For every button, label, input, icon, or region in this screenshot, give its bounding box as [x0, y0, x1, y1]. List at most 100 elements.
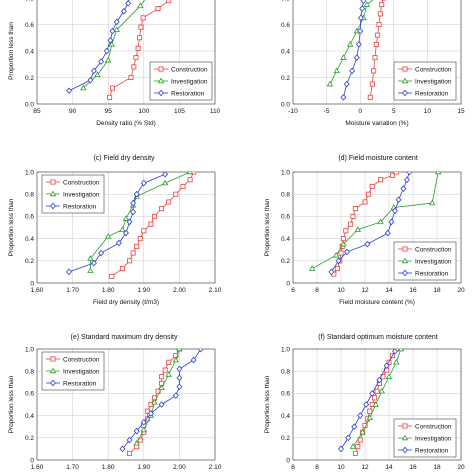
data-point-investigation [435, 172, 442, 175]
chart-panel-5: 1.60 1.70 1.80 1.90 2.00 2.10 0 0.2 0.4 0.6 0.8 1.0… [8, 334, 222, 471]
data-point-construction [119, 266, 125, 272]
y-tick-label: 0.0 [25, 101, 34, 108]
data-point-restoration [349, 67, 356, 75]
data-point-restoration [338, 445, 344, 453]
series-line-investigation [90, 172, 191, 271]
y-tick-label: 0.4 [281, 48, 290, 55]
data-point-construction [390, 172, 396, 178]
data-point-investigation [397, 349, 405, 352]
y-tick-label: 0.6 [281, 22, 290, 29]
data-point-restoration [133, 190, 140, 198]
panel-title: (e) Standard maximum dry density [71, 334, 178, 341]
y-tick-label: 0.4 [25, 48, 34, 55]
data-point-construction [166, 199, 172, 205]
data-point-construction [348, 221, 354, 227]
x-tick-label: 14 [385, 464, 393, 471]
data-point-restoration [384, 229, 391, 237]
x-tick-label: 8 [315, 287, 319, 294]
data-point-restoration [119, 445, 126, 453]
series-layer [309, 172, 442, 277]
x-tick-label: 6 [291, 287, 295, 294]
data-point-construction [377, 11, 383, 17]
legend-marker [402, 446, 408, 454]
x-tick-label: 1.90 [137, 287, 150, 294]
data-point-construction [343, 228, 349, 234]
data-point-investigation [393, 358, 400, 365]
x-tick-label: -5 [324, 108, 330, 115]
data-point-restoration [98, 58, 105, 65]
x-axis-label: Density ratio (% Std) [96, 120, 156, 127]
series-line-restoration [68, 0, 130, 92]
data-point-restoration [328, 268, 335, 276]
data-point-construction [141, 228, 147, 234]
data-point-restoration [376, 376, 383, 384]
y-tick-label: 0.2 [25, 258, 34, 265]
legend-label: Construction [63, 179, 100, 186]
data-point-restoration [364, 240, 371, 248]
x-axis-label: Field dry density (t/m3) [93, 299, 159, 306]
data-point-restoration [404, 176, 410, 184]
data-point-restoration [133, 427, 140, 435]
x-tick-label: 2.00 [173, 287, 186, 294]
data-point-investigation [377, 218, 384, 225]
data-point-restoration [158, 401, 165, 408]
data-point-construction [138, 24, 144, 30]
data-point-construction [379, 2, 385, 8]
x-tick-label: 10 [337, 287, 345, 294]
x-tick-label: 0 [358, 108, 362, 115]
legend-marker [50, 379, 56, 387]
data-point-restoration [406, 172, 413, 176]
data-point-investigation [326, 80, 334, 87]
legend-marker [401, 77, 409, 84]
series-layer [119, 349, 204, 456]
series-line-restoration [343, 0, 365, 98]
legend-marker [402, 89, 408, 97]
x-tick-label: 15 [457, 108, 465, 115]
legend-label: Construction [415, 246, 452, 253]
data-point-restoration [388, 218, 395, 226]
plot-frame [36, 348, 216, 461]
data-point-construction [180, 183, 186, 189]
data-point-restoration [109, 27, 116, 35]
data-point-restoration [355, 41, 362, 48]
data-point-restoration [107, 37, 114, 44]
x-tick-label: 105 [174, 108, 185, 115]
legend-label: Construction [171, 66, 208, 73]
panel-title: (f) Standard optimum moisture content [318, 334, 437, 341]
data-point-restoration [113, 18, 120, 26]
chart-panel-3: 1.60 1.70 1.80 1.90 2.00 2.10 0 0.2 0.4 0.6 0.8 1.0… [8, 155, 222, 306]
legend: Construction Investigation Restoration [393, 418, 457, 458]
legend-marker [402, 269, 408, 277]
series-line-construction [333, 172, 397, 275]
x-axis-label: Field moisture content (%) [339, 299, 415, 306]
data-point-investigation [186, 172, 194, 175]
data-point-restoration [130, 208, 137, 216]
data-point-construction [159, 206, 165, 212]
legend-marker [402, 246, 408, 252]
data-point-construction [376, 21, 382, 27]
data-point-construction [127, 258, 133, 264]
data-point-construction [369, 183, 375, 189]
data-point-construction [166, 0, 172, 4]
legend-label: Investigation [63, 368, 100, 375]
x-tick-label: 2.00 [173, 464, 186, 471]
series-line-investigation [136, 349, 180, 444]
panel-title: (c) Field dry density [93, 155, 155, 162]
legend-label: Investigation [63, 191, 100, 198]
chart-panel-6: 6 8 10 12 14 16 18 20 0 0.2 0.4 0.6 0.8 1.0 Proportion… [264, 334, 465, 471]
y-tick-label: 0.6 [281, 214, 290, 221]
data-point-construction [350, 213, 356, 219]
data-point-restoration [357, 412, 364, 419]
legend-marker [49, 190, 57, 197]
data-point-construction [162, 367, 168, 373]
y-tick-label: 0.6 [25, 214, 34, 221]
data-point-restoration [162, 172, 169, 178]
data-point-restoration [125, 0, 132, 7]
data-point-investigation [429, 199, 436, 206]
y-tick-label: 0.8 [281, 0, 290, 2]
legend-marker [402, 423, 408, 429]
data-point-investigation [165, 371, 172, 377]
data-point-restoration [91, 67, 97, 75]
x-tick-label: 1.60 [31, 464, 44, 471]
